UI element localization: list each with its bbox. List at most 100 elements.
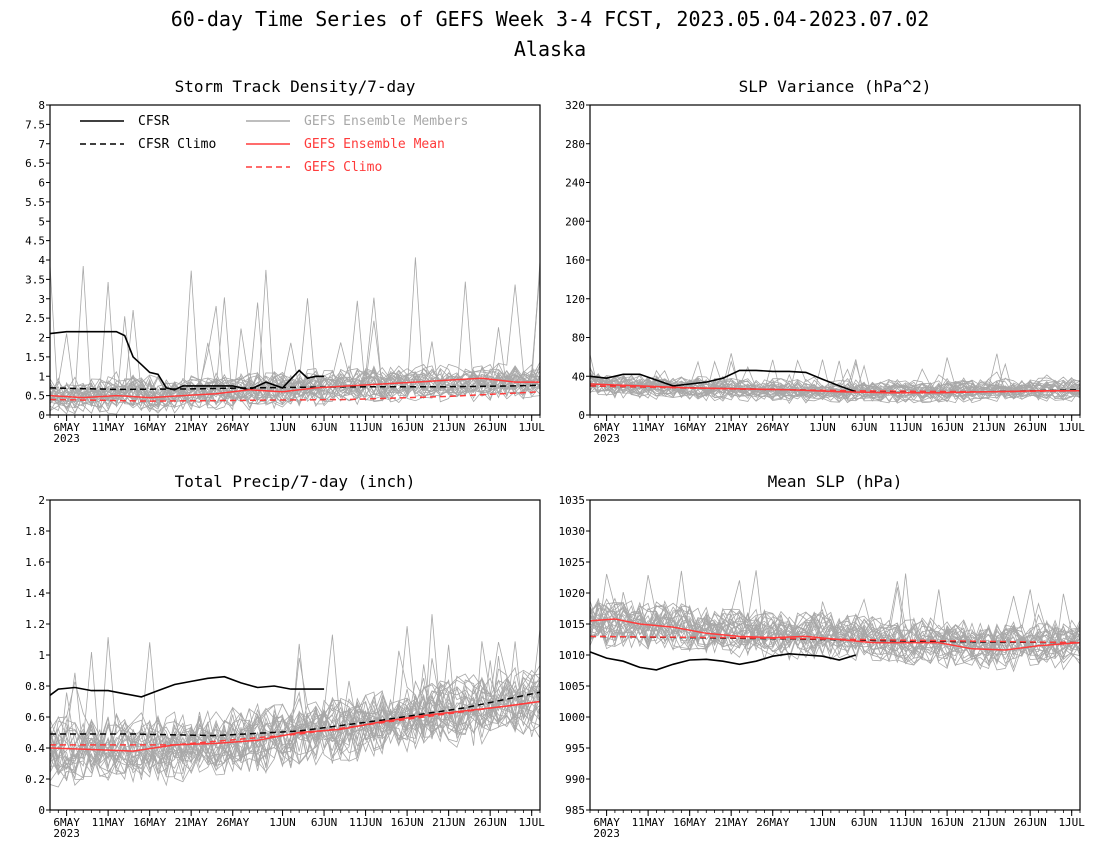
legend: CFSR CFSR Climo GEFS Ensemble Members GEFS … xyxy=(80,114,468,175)
y-tick-label: 280 xyxy=(565,138,585,151)
y-tick-label: 1000 xyxy=(559,711,586,724)
x-tick-label: 16MAY xyxy=(673,816,706,829)
x-tick-label: 11JUN xyxy=(349,421,382,434)
x-tick-label: 26MAY xyxy=(756,421,789,434)
x-year-label: 2023 xyxy=(53,432,80,445)
cfsr-line xyxy=(590,369,857,393)
y-tick-label: 1010 xyxy=(559,649,586,662)
ensemble-member-line xyxy=(50,693,540,786)
ensemble-member-line xyxy=(590,368,1080,401)
x-tick-label: 1JUL xyxy=(1058,421,1085,434)
x-tick-label: 26MAY xyxy=(216,816,249,829)
ensemble-member-line xyxy=(590,367,1080,398)
y-tick-label: 3 xyxy=(38,293,45,306)
y-tick-label: 0.6 xyxy=(25,711,45,724)
ensemble-member-line xyxy=(590,587,1080,657)
ensemble-member-line xyxy=(50,657,540,773)
gefs-ensemble-mean-line xyxy=(50,377,540,399)
plot-area xyxy=(50,614,540,788)
plot-area xyxy=(50,257,540,415)
x-tick-label: 11MAY xyxy=(92,421,125,434)
x-tick-label: 21JUN xyxy=(972,421,1005,434)
x-tick-label: 11JUN xyxy=(889,421,922,434)
x-tick-label: 11MAY xyxy=(92,816,125,829)
x-tick-label: 11MAY xyxy=(632,421,665,434)
x-tick-label: 16MAY xyxy=(133,421,166,434)
ensemble-member-line xyxy=(50,642,540,765)
y-tick-label: 1 xyxy=(38,370,45,383)
ensemble-member-line xyxy=(590,379,1080,402)
x-tick-label: 21MAY xyxy=(175,816,208,829)
y-tick-label: 6.5 xyxy=(25,157,45,170)
x-tick-label: 6JUN xyxy=(851,816,878,829)
plot-frame xyxy=(49,499,541,811)
y-tick-label: 7.5 xyxy=(25,118,45,131)
y-tick-label: 200 xyxy=(565,215,585,228)
y-tick-label: 7 xyxy=(38,138,45,151)
x-tick-label: 26JUN xyxy=(474,816,507,829)
y-tick-label: 120 xyxy=(565,293,585,306)
plot-frame xyxy=(589,499,1081,811)
cfsr-line xyxy=(50,675,325,698)
plot-area xyxy=(590,353,1080,405)
y-tick-label: 240 xyxy=(565,177,585,190)
x-tick-label: 6MAY xyxy=(53,421,80,434)
cfsr-climo-line xyxy=(50,384,540,391)
y-tick-label: 40 xyxy=(572,370,585,383)
gefs-climo-line xyxy=(590,635,1080,644)
ensemble-members xyxy=(590,570,1080,673)
x-tick-label: 6JUN xyxy=(311,816,338,829)
x-tick-label: 26JUN xyxy=(474,421,507,434)
x-tick-label: 1JUN xyxy=(269,421,296,434)
x-tick-label: 26JUN xyxy=(1014,421,1047,434)
ensemble-member-line xyxy=(590,601,1080,654)
precip-panel: Total Precip/7-day (inch)00.20.40.60.811… xyxy=(25,472,545,840)
gefs-ensemble-mean-line xyxy=(50,700,540,752)
x-tick-label: 16JUN xyxy=(391,816,424,829)
x-tick-label: 1JUN xyxy=(269,816,296,829)
y-tick-label: 160 xyxy=(565,254,585,267)
y-tick-label: 6 xyxy=(38,177,45,190)
ensemble-member-line xyxy=(50,342,540,405)
y-tick-label: 985 xyxy=(565,804,585,817)
legend-label: CFSR Climo xyxy=(138,137,216,152)
y-tick-label: 1.6 xyxy=(25,556,45,569)
y-tick-label: 1015 xyxy=(559,618,586,631)
x-tick-label: 21JUN xyxy=(432,421,465,434)
x-tick-label: 26MAY xyxy=(756,816,789,829)
x-tick-label: 6MAY xyxy=(53,816,80,829)
y-tick-label: 4.5 xyxy=(25,235,45,248)
y-tick-label: 1.2 xyxy=(25,618,45,631)
ensemble-member-line xyxy=(50,660,540,770)
x-tick-label: 6MAY xyxy=(593,816,620,829)
y-tick-label: 1030 xyxy=(559,525,586,538)
x-tick-label: 16MAY xyxy=(673,421,706,434)
ensemble-member-line xyxy=(590,380,1080,403)
slp-variance-panel: SLP Variance (hPa^2) 0 40 80 120 160 200 240 280… xyxy=(565,77,1085,445)
y-tick-label: 80 xyxy=(572,332,585,345)
x-tick-label: 16JUN xyxy=(391,421,424,434)
x-year-label: 2023 xyxy=(53,827,80,840)
x-tick-label: 21MAY xyxy=(715,816,748,829)
ensemble-member-line xyxy=(50,614,540,781)
y-tick-label: 2.5 xyxy=(25,312,45,325)
y-tick-label: 0 xyxy=(578,409,585,422)
y-tick-label: 1020 xyxy=(559,587,586,600)
x-tick-label: 21JUN xyxy=(972,816,1005,829)
panel-title: Mean SLP (hPa) xyxy=(768,472,903,491)
cfsr-line xyxy=(590,651,857,671)
y-tick-label: 4 xyxy=(38,254,45,267)
ensemble-member-line xyxy=(50,677,540,771)
x-year-label: 2023 xyxy=(593,432,620,445)
ensemble-member-line xyxy=(50,297,540,415)
ensemble-member-line xyxy=(50,284,540,404)
x-tick-label: 1JUL xyxy=(1058,816,1085,829)
panels: Storm Track Density/7-day 0 0.5 1 1.5 2 2.5 3 3.… xyxy=(25,77,1085,840)
gefs-ensemble-mean-line xyxy=(590,618,1080,651)
x-tick-label: 26JUN xyxy=(1014,816,1047,829)
y-tick-label: 0.4 xyxy=(25,742,45,755)
y-tick-label: 1035 xyxy=(559,494,586,507)
y-tick-label: 1.5 xyxy=(25,351,45,364)
y-tick-label: 1.8 xyxy=(25,525,45,538)
